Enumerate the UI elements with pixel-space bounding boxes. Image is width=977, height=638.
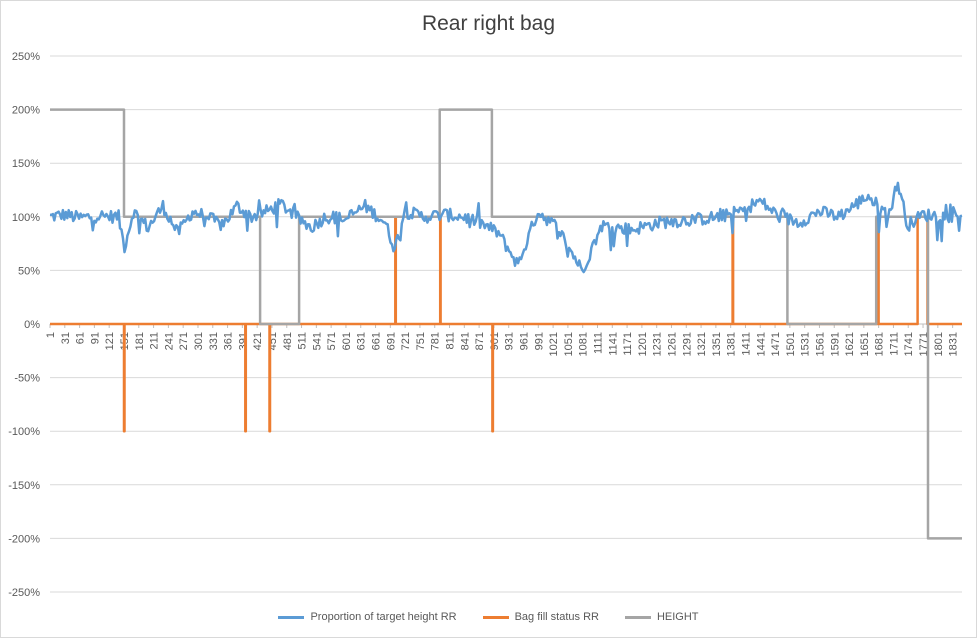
x-tick-label: 811 bbox=[445, 332, 457, 350]
x-tick-label: 571 bbox=[326, 332, 338, 350]
x-tick-label: 241 bbox=[163, 332, 175, 350]
x-tick-label: 121 bbox=[104, 332, 116, 350]
x-tick-label: 1411 bbox=[740, 332, 752, 356]
chart-title: Rear right bag bbox=[421, 12, 556, 35]
x-tick-label: 781 bbox=[430, 332, 442, 350]
x-tick-label: 1711 bbox=[888, 332, 900, 356]
x-tick-label: 871 bbox=[474, 332, 486, 350]
legend-item-proportion: Proportion of target height RR bbox=[278, 611, 457, 623]
x-tick-label: 901 bbox=[489, 332, 501, 350]
x-tick-label: 1471 bbox=[770, 332, 782, 356]
x-tick-label: 181 bbox=[134, 332, 146, 350]
x-tick-label: 601 bbox=[341, 332, 353, 350]
y-tick-label: 200% bbox=[12, 105, 40, 117]
x-tick-label: 301 bbox=[193, 332, 205, 350]
x-tick-label: 481 bbox=[282, 332, 294, 350]
x-tick-label: 1501 bbox=[785, 332, 797, 356]
y-tick-label: -200% bbox=[8, 533, 40, 545]
x-tick-label: 1621 bbox=[844, 332, 856, 356]
x-tick-label: 931 bbox=[504, 332, 516, 350]
x-tick-label: 1231 bbox=[652, 332, 664, 356]
legend-label-bag-fill: Bag fill status RR bbox=[514, 611, 599, 623]
x-tick-label: 1051 bbox=[563, 332, 575, 356]
x-tick-label: 421 bbox=[252, 332, 264, 350]
chart-legend: Proportion of target height RR Bag fill … bbox=[0, 611, 977, 623]
x-tick-label: 61 bbox=[75, 332, 87, 344]
x-tick-label: 1351 bbox=[711, 332, 723, 356]
x-tick-label: 1321 bbox=[696, 332, 708, 356]
x-tick-label: 961 bbox=[519, 332, 531, 350]
x-tick-label: 1141 bbox=[607, 332, 619, 356]
y-tick-label: -250% bbox=[8, 587, 40, 599]
x-tick-label: 1291 bbox=[681, 332, 693, 356]
x-tick-label: 511 bbox=[297, 332, 309, 350]
x-tick-label: 1381 bbox=[726, 332, 738, 356]
x-tick-label: 1 bbox=[45, 332, 57, 338]
legend-swatch-proportion bbox=[278, 615, 305, 619]
x-tick-label: 1681 bbox=[874, 332, 886, 356]
legend-swatch-bag-fill bbox=[482, 615, 509, 619]
x-tick-label: 1801 bbox=[933, 332, 945, 356]
x-tick-label: 1021 bbox=[548, 332, 560, 356]
x-tick-label: 361 bbox=[223, 332, 235, 350]
legend-item-bag-fill: Bag fill status RR bbox=[482, 611, 599, 623]
x-tick-label: 541 bbox=[311, 332, 323, 350]
x-tick-label: 721 bbox=[400, 332, 412, 350]
x-tick-label: 691 bbox=[385, 332, 397, 350]
x-tick-label: 1831 bbox=[948, 332, 960, 356]
y-tick-label: 50% bbox=[18, 265, 40, 277]
x-tick-label: 1651 bbox=[859, 332, 871, 356]
x-tick-label: 1591 bbox=[829, 332, 841, 356]
legend-label-proportion: Proportion of target height RR bbox=[310, 611, 457, 623]
x-tick-label: 751 bbox=[415, 332, 427, 350]
legend-label-height: HEIGHT bbox=[656, 611, 699, 623]
x-tick-label: 1531 bbox=[800, 332, 812, 356]
x-tick-label: 211 bbox=[149, 332, 161, 350]
x-tick-label: 1081 bbox=[578, 332, 590, 356]
x-tick-label: 271 bbox=[178, 332, 190, 350]
series-proportion-line bbox=[49, 181, 963, 274]
x-tick-label: 31 bbox=[60, 332, 72, 344]
y-tick-label: 250% bbox=[12, 51, 40, 63]
x-tick-label: 1741 bbox=[903, 332, 915, 356]
x-tick-label: 991 bbox=[533, 332, 545, 350]
x-tick-label: 661 bbox=[371, 332, 383, 350]
x-tick-label: 1201 bbox=[637, 332, 649, 356]
x-tick-label: 331 bbox=[208, 332, 220, 350]
x-tick-label: 631 bbox=[356, 332, 368, 350]
x-tick-label: 1171 bbox=[622, 332, 634, 356]
x-tick-label: 841 bbox=[459, 332, 471, 350]
y-tick-label: 150% bbox=[12, 158, 40, 170]
x-tick-label: 1261 bbox=[666, 332, 678, 356]
x-tick-label: 91 bbox=[89, 332, 101, 344]
y-tick-label: -100% bbox=[8, 426, 40, 438]
y-tick-label: -150% bbox=[8, 480, 40, 492]
y-tick-label: 100% bbox=[12, 212, 40, 224]
x-tick-label: 391 bbox=[237, 332, 249, 350]
x-tick-label: 1441 bbox=[755, 332, 767, 356]
x-tick-label: 1561 bbox=[814, 332, 826, 356]
y-tick-label: 0% bbox=[24, 319, 40, 331]
x-tick-label: 1111 bbox=[592, 332, 604, 354]
legend-item-height: HEIGHT bbox=[624, 611, 699, 623]
y-tick-label: -50% bbox=[14, 373, 40, 385]
legend-swatch-height bbox=[624, 615, 651, 619]
